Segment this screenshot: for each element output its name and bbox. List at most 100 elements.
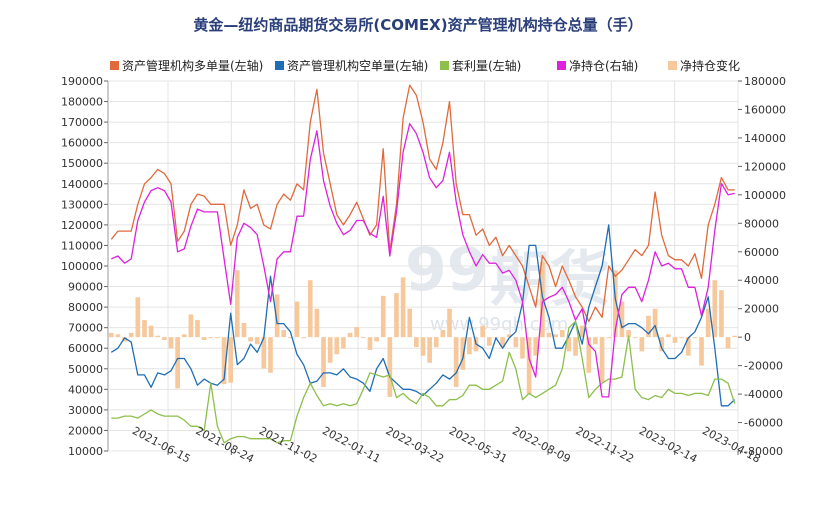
right-tick-label: -80000 [744, 445, 783, 458]
change-bar [486, 337, 492, 346]
left-tick-label: 30000 [68, 404, 103, 417]
change-bar [181, 334, 187, 338]
watermark: 99 期货 www.99qh.com [405, 235, 610, 335]
left-tick-label: 190000 [61, 75, 103, 88]
change-bar [387, 337, 393, 397]
series-line-2 [111, 320, 736, 444]
change-bar [135, 297, 141, 338]
change-bar [148, 325, 154, 338]
watermark-url: www.99qh.com [430, 314, 568, 335]
bar-series [108, 261, 738, 397]
change-bar [248, 337, 253, 342]
change-bar [281, 330, 287, 338]
change-bar [201, 337, 207, 340]
series-line-0 [110, 84, 735, 323]
left-tick-label: 120000 [61, 219, 103, 232]
change-bar [341, 337, 346, 349]
change-bar [334, 337, 340, 355]
change-bar [526, 337, 532, 395]
change-bar [128, 332, 134, 338]
change-bar [420, 337, 426, 356]
right-tick-label: -40000 [744, 388, 783, 401]
change-bar [546, 332, 552, 338]
series-line-3 [111, 123, 735, 398]
change-bar [188, 314, 194, 338]
change-bar [593, 337, 598, 345]
change-bar [719, 290, 724, 338]
change-bar [367, 337, 373, 350]
change-bar [533, 337, 539, 356]
change-bar [579, 325, 585, 338]
change-bar [122, 337, 127, 342]
change-bar [234, 270, 240, 338]
left-tick-label: 60000 [68, 342, 103, 355]
change-bar [447, 308, 452, 338]
watermark-brand-cn: 期货 [490, 245, 610, 315]
legend-label: 套利量(左轴) [452, 58, 521, 73]
change-bar [321, 337, 326, 387]
legend-swatch [440, 61, 449, 70]
change-bar [274, 294, 280, 338]
change-bar [632, 337, 638, 339]
left-tick-label: 80000 [68, 301, 103, 314]
change-bar [725, 337, 731, 349]
change-bar [553, 334, 558, 338]
change-bar [268, 337, 273, 373]
change-bar [646, 315, 651, 338]
right-tick-label: 0 [744, 331, 751, 344]
right-tick-label: 100000 [744, 189, 786, 202]
change-bar [467, 337, 472, 355]
change-bar [712, 280, 718, 338]
grid [107, 80, 739, 452]
change-bar [241, 322, 247, 338]
change-bar [460, 337, 466, 370]
left-tick-label: 100000 [61, 260, 103, 273]
change-bar [414, 337, 419, 348]
change-bar [705, 308, 711, 338]
change-bar [261, 337, 267, 369]
change-bar [433, 337, 439, 348]
change-bar [168, 337, 174, 349]
change-bar [327, 337, 333, 363]
change-bar [573, 337, 578, 356]
line-series [110, 84, 736, 444]
change-bar [215, 337, 220, 339]
change-bar [400, 277, 406, 338]
change-bar [108, 332, 114, 338]
change-bar [586, 337, 592, 373]
left-tick-label: 130000 [61, 198, 103, 211]
right-tick-label: 40000 [744, 274, 779, 287]
change-bar [115, 334, 121, 338]
right-tick-label: 20000 [744, 303, 779, 316]
change-bar [354, 327, 360, 338]
change-bar [294, 301, 300, 338]
change-bar [612, 270, 618, 338]
change-bar [307, 280, 313, 338]
chart-title: 黄金—纽约商品期货交易所(COMEX)资产管理机构持仓总量（手） [193, 16, 642, 34]
legend-label: 资产管理机构多单量(左轴) [122, 58, 263, 73]
right-tick-label: 140000 [744, 132, 786, 145]
change-bar [540, 261, 545, 338]
legend-swatch [668, 61, 677, 70]
watermark-brand: 99 [405, 235, 489, 305]
change-bar [619, 301, 625, 338]
change-bar [427, 337, 432, 363]
change-bar [606, 337, 612, 339]
change-bar [360, 337, 366, 339]
change-bar [440, 330, 446, 338]
change-bar [659, 337, 665, 352]
legend-label: 资产管理机构空单量(左轴) [287, 58, 428, 73]
legend-label: 净持仓变化 [680, 58, 740, 73]
right-tick-label: -60000 [744, 417, 783, 430]
change-bar [699, 337, 704, 366]
change-bar [347, 332, 353, 338]
change-bar [301, 337, 306, 339]
change-bar [288, 337, 293, 339]
change-bar [480, 325, 486, 338]
left-tick-label: 20000 [68, 424, 103, 437]
legend-swatch [275, 61, 284, 70]
left-tick-label: 140000 [61, 178, 103, 191]
change-bar [453, 337, 459, 387]
